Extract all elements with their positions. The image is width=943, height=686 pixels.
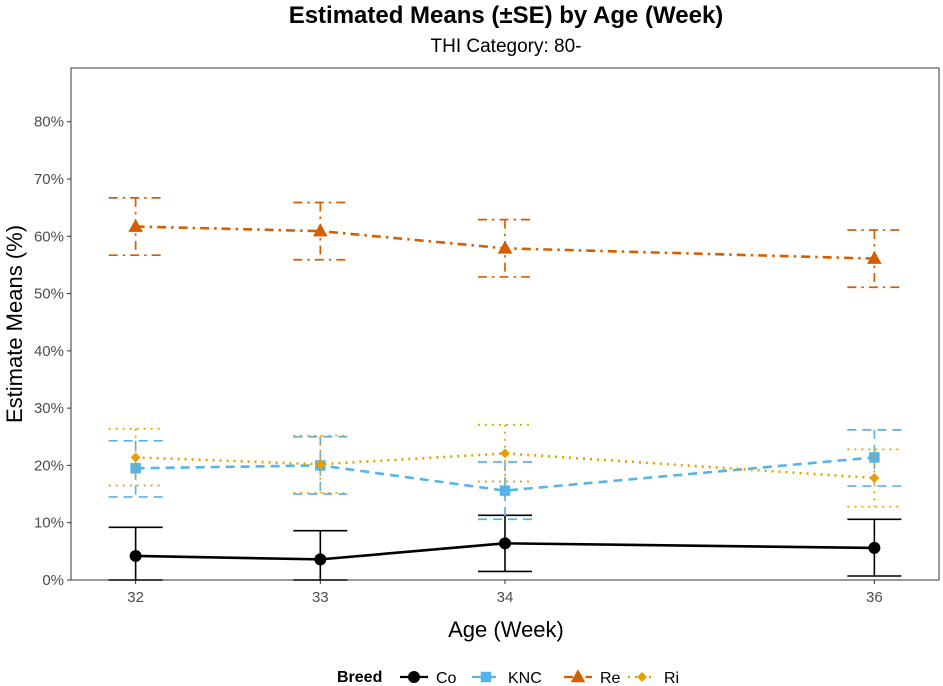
legend-marker-re: [570, 669, 586, 683]
legend-item-co: Co: [400, 670, 457, 686]
y-axis-title: Estimate Means (%): [2, 225, 27, 423]
y-tick-label: 60%: [34, 228, 64, 245]
point-knc: [130, 463, 141, 474]
point-ri: [315, 459, 326, 470]
y-tick-label: 10%: [34, 515, 64, 532]
y-tick-label: 20%: [34, 457, 64, 474]
chart-subtitle: THI Category: 80-: [431, 36, 582, 57]
legend: Breed Co KNC Re Ri: [337, 669, 679, 686]
series-line-re: [135, 225, 875, 260]
y-tick-label: 70%: [34, 171, 64, 188]
x-axis: 32 33 34 36: [127, 580, 883, 606]
legend-marker-co: [408, 671, 420, 683]
point-co: [314, 553, 327, 566]
legend-label: Co: [436, 670, 457, 686]
legend-label: Ri: [664, 670, 679, 686]
x-tick-label: 32: [127, 589, 144, 606]
y-tick-label: 50%: [34, 286, 64, 303]
legend-title: Breed: [337, 669, 382, 686]
point-co: [499, 537, 511, 550]
y-tick-label: 80%: [34, 114, 64, 131]
legend-label: KNC: [508, 670, 542, 686]
point-co: [129, 549, 142, 562]
point-ri: [500, 448, 510, 459]
point-co: [868, 541, 881, 554]
y-axis: 0% 10% 20% 30% 40% 50% 60% 70% 80%: [34, 114, 71, 589]
chart-title: Estimated Means (±SE) by Age (Week): [289, 2, 724, 29]
series-re: [108, 197, 902, 289]
legend-item-re: Re: [564, 669, 621, 686]
point-ri: [130, 452, 141, 463]
x-tick-label: 34: [497, 589, 514, 606]
point-re: [867, 250, 882, 264]
legend-item-ri: Ri: [628, 670, 679, 686]
y-tick-label: 30%: [34, 400, 64, 417]
x-tick-label: 36: [866, 589, 883, 606]
legend-item-knc: KNC: [472, 670, 542, 686]
series-line-co: [135, 542, 875, 561]
point-re: [497, 240, 513, 254]
series-line-knc: [135, 456, 875, 492]
series-layer: [108, 197, 902, 581]
x-tick-label: 33: [312, 589, 329, 606]
series-co: [108, 514, 902, 581]
x-axis-title: Age (Week): [448, 617, 564, 642]
plot-panel-border: [70, 67, 940, 581]
y-tick-label: 0%: [42, 572, 64, 589]
legend-marker-ri: [637, 672, 647, 682]
point-knc: [499, 485, 511, 496]
point-re: [313, 223, 328, 237]
series-line-ri: [135, 452, 875, 480]
y-tick-label: 40%: [34, 343, 64, 360]
series-ri: [108, 423, 902, 508]
point-ri: [869, 473, 880, 483]
legend-marker-knc: [480, 671, 492, 683]
point-re: [128, 218, 143, 232]
legend-label: Re: [600, 670, 621, 686]
